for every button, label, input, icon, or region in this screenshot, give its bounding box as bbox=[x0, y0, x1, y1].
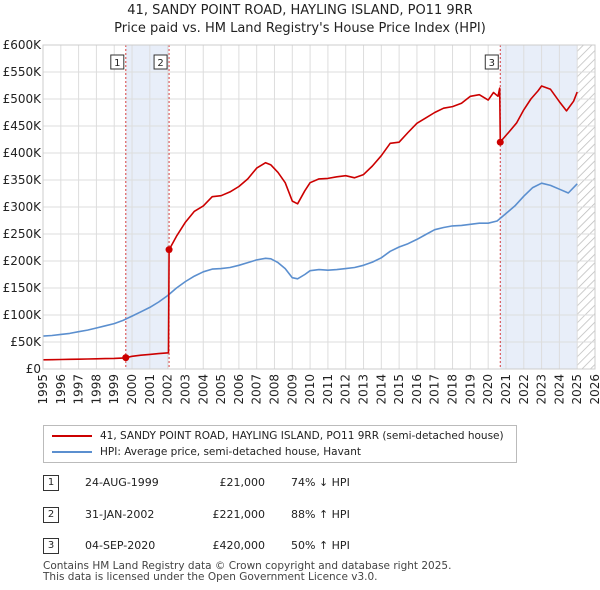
y-tick-label: £450K bbox=[3, 119, 43, 133]
transaction-hpi-change: 74% ↓ HPI bbox=[291, 476, 350, 489]
sale-marker-box bbox=[110, 54, 125, 70]
x-tick-label: 2000 bbox=[125, 374, 139, 405]
legend-item-hpi: HPI: Average price, semi-detached house,… bbox=[52, 444, 361, 460]
x-tick-label: 1999 bbox=[107, 374, 121, 405]
x-tick-label: 2005 bbox=[214, 374, 228, 405]
legend-label-hpi: HPI: Average price, semi-detached house,… bbox=[100, 446, 361, 458]
legend-label-property: 41, SANDY POINT ROAD, HAYLING ISLAND, PO… bbox=[100, 430, 504, 442]
transaction-date: 24-AUG-1999 bbox=[85, 476, 159, 489]
x-tick-label: 1996 bbox=[54, 374, 68, 405]
x-tick-label: 2013 bbox=[357, 374, 371, 405]
y-tick-label: £300K bbox=[3, 200, 43, 214]
x-tick-label: 2016 bbox=[410, 374, 424, 405]
sale-point bbox=[122, 354, 130, 362]
x-tick-label: 2015 bbox=[392, 374, 406, 405]
legend-swatch-property bbox=[52, 435, 92, 437]
x-tick-label: 2021 bbox=[499, 374, 513, 405]
y-tick-label: £100K bbox=[3, 308, 43, 322]
x-tick-label: 2007 bbox=[250, 374, 264, 405]
y-tick-label: £550K bbox=[3, 65, 43, 79]
x-tick-label: 2020 bbox=[481, 374, 495, 405]
sale-point bbox=[165, 246, 173, 254]
x-tick-label: 2002 bbox=[161, 374, 175, 405]
x-tick-label: 2008 bbox=[267, 374, 281, 405]
x-tick-label: 2003 bbox=[178, 374, 192, 405]
transaction-row: 2 31-JAN-2002 £221,000 88% ↑ HPI bbox=[43, 507, 403, 525]
legend-swatch-hpi bbox=[52, 451, 92, 453]
footer-attribution: Contains HM Land Registry data © Crown c… bbox=[43, 561, 451, 583]
plot-border bbox=[42, 44, 596, 370]
transaction-price: £21,000 bbox=[219, 476, 266, 489]
x-tick-label: 1995 bbox=[36, 374, 50, 405]
x-tick-label: 2025 bbox=[570, 374, 584, 405]
footer-license: This data is licensed under the Open Gov… bbox=[43, 571, 378, 583]
sale-marker-box bbox=[153, 54, 168, 70]
transaction-hpi-change: 50% ↑ HPI bbox=[291, 539, 350, 552]
x-tick-label: 2026 bbox=[588, 374, 600, 405]
x-tick-label: 1998 bbox=[89, 374, 103, 405]
y-tick-label: £350K bbox=[3, 173, 43, 187]
transaction-date: 04-SEP-2020 bbox=[85, 539, 156, 552]
y-tick-label: £500K bbox=[3, 92, 43, 106]
x-tick-label: 2019 bbox=[463, 374, 477, 405]
y-tick-label: £150K bbox=[3, 281, 43, 295]
hpi-series-line bbox=[42, 182, 578, 337]
y-tick-label: £200K bbox=[3, 254, 43, 268]
transaction-number: 2 bbox=[43, 507, 59, 523]
x-tick-label: 2001 bbox=[143, 374, 157, 405]
chart-title: 41, SANDY POINT ROAD, HAYLING ISLAND, PO… bbox=[127, 3, 473, 18]
sale-marker-label: 3 bbox=[489, 58, 495, 69]
transaction-price: £221,000 bbox=[212, 508, 266, 521]
x-tick-label: 2014 bbox=[374, 374, 388, 405]
x-tick-label: 2017 bbox=[428, 374, 442, 405]
x-tick-label: 2012 bbox=[339, 374, 353, 405]
x-tick-label: 2009 bbox=[285, 374, 299, 405]
price-chart: 1 2 3 £0 £50K £100K £150K £200K £250K £300K £350K £… bbox=[3, 38, 600, 405]
sale-point bbox=[496, 138, 504, 146]
transaction-hpi-change: 88% ↑ HPI bbox=[291, 508, 350, 521]
sale-marker-label: 1 bbox=[114, 58, 120, 69]
x-tick-label: 2022 bbox=[517, 374, 531, 405]
transaction-row: 3 04-SEP-2020 £420,000 50% ↑ HPI bbox=[43, 538, 403, 556]
transaction-row: 1 24-AUG-1999 £21,000 74% ↓ HPI bbox=[43, 475, 403, 493]
y-tick-label: £0 bbox=[26, 362, 41, 376]
transaction-number: 3 bbox=[43, 538, 59, 554]
y-tick-label: £250K bbox=[3, 227, 43, 241]
footer-copyright: Contains HM Land Registry data © Crown c… bbox=[43, 560, 452, 572]
chart-subtitle: Price paid vs. HM Land Registry's House … bbox=[114, 21, 486, 36]
legend-item-property: 41, SANDY POINT ROAD, HAYLING ISLAND, PO… bbox=[52, 428, 504, 444]
x-tick-label: 1997 bbox=[72, 374, 86, 405]
chart-legend: 41, SANDY POINT ROAD, HAYLING ISLAND, PO… bbox=[43, 425, 517, 463]
y-tick-label: £50K bbox=[10, 335, 42, 349]
x-tick-label: 2018 bbox=[446, 374, 460, 405]
sale-marker-label: 2 bbox=[157, 58, 163, 69]
y-tick-label: £400K bbox=[3, 146, 43, 160]
transaction-date: 31-JAN-2002 bbox=[85, 508, 155, 521]
x-tick-label: 2010 bbox=[303, 374, 317, 405]
x-tick-label: 2006 bbox=[232, 374, 246, 405]
x-tick-label: 2011 bbox=[321, 374, 335, 405]
transaction-price: £420,000 bbox=[212, 539, 266, 552]
x-tick-label: 2023 bbox=[535, 374, 549, 405]
sale-marker-box bbox=[484, 54, 499, 70]
y-tick-label: £600K bbox=[3, 38, 43, 52]
x-tick-label: 2004 bbox=[196, 374, 210, 405]
x-tick-label: 2024 bbox=[552, 374, 566, 405]
transaction-number: 1 bbox=[43, 475, 59, 491]
